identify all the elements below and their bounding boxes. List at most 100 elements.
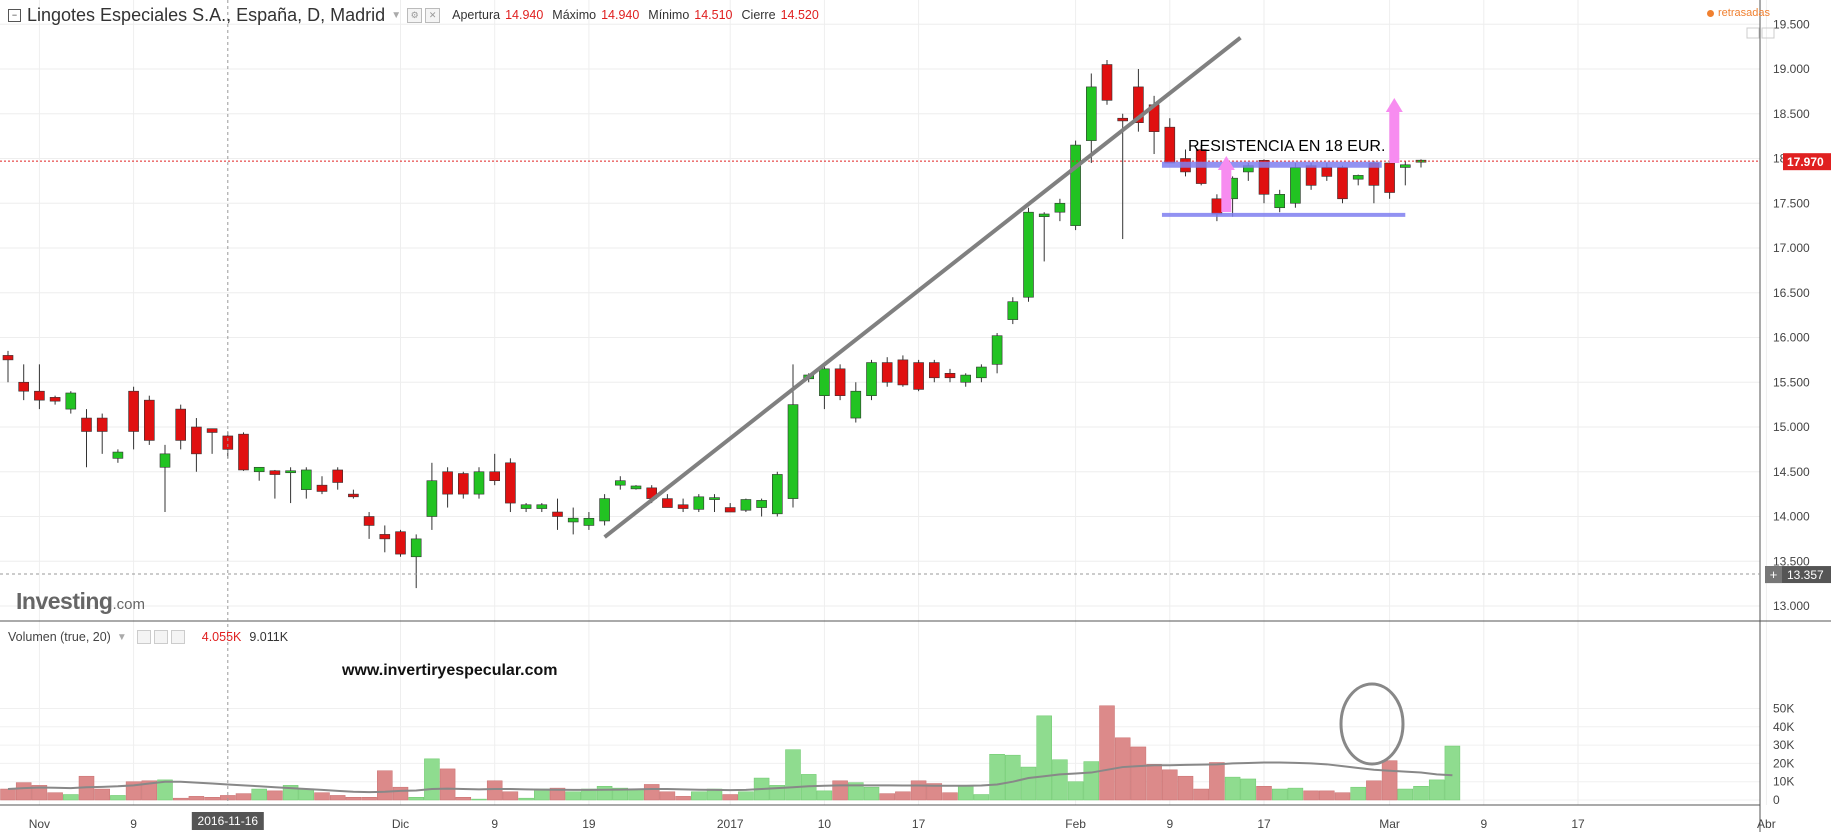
logo-brand: Investing	[16, 588, 113, 614]
candle-body	[300, 469, 312, 490]
chevron-down-icon[interactable]: ▼	[116, 631, 127, 643]
y-tick-label: 17.500	[1773, 196, 1810, 210]
volume-bar	[94, 788, 110, 801]
y-tick-label: 19.000	[1773, 62, 1810, 76]
volume-bar	[204, 797, 220, 801]
candle-body	[2, 355, 14, 361]
trendline	[603, 36, 1242, 539]
volume-bar	[1271, 788, 1288, 801]
y-tick-label: 17.000	[1773, 241, 1810, 255]
volume-bar	[816, 790, 833, 801]
candle-body	[819, 368, 830, 396]
volume-bar	[455, 797, 472, 801]
close-icon[interactable]	[170, 630, 185, 644]
candle-body	[787, 404, 799, 499]
hide-icon[interactable]	[153, 630, 168, 644]
volume-bar	[439, 768, 456, 801]
volume-bar	[486, 780, 503, 801]
y-tick-label: 18.500	[1773, 107, 1810, 121]
candle-body	[1054, 202, 1066, 213]
candle-body	[928, 362, 940, 379]
volume-bar	[1193, 788, 1209, 801]
low-value: 14.510	[694, 8, 733, 22]
candle-body	[112, 451, 124, 459]
volume-bar	[1397, 788, 1414, 801]
y-tick-label: 16.000	[1773, 331, 1810, 345]
chevron-down-icon[interactable]: ▼	[391, 9, 402, 21]
volume-value: 4.055K	[201, 630, 242, 644]
overlays	[0, 0, 1760, 805]
volume-bar	[188, 796, 205, 801]
axis-labels: 13.000 13.500 14.000 14.500 15.000 15.500 16.0…	[29, 17, 1831, 831]
volume-bar	[738, 791, 754, 801]
close-icon[interactable]: ✕	[425, 7, 441, 23]
candle-body	[285, 470, 296, 474]
candle-body	[976, 366, 987, 379]
x-tick-label: Feb	[1065, 817, 1086, 831]
volume-bar	[910, 780, 927, 801]
volume-bar	[1052, 759, 1068, 801]
volume-circle-annotation	[1339, 682, 1405, 766]
volume-ma-value: 9.011K	[249, 630, 289, 644]
plus-icon: +	[1770, 567, 1778, 582]
volume-bar	[345, 797, 362, 801]
low-label: Mínimo	[648, 8, 690, 22]
fullscreen-icon[interactable]	[1746, 26, 1776, 40]
candle-body	[222, 435, 234, 450]
candle-body	[1133, 86, 1144, 124]
x-tick-label: 17	[912, 817, 926, 831]
investing-logo: Investing.com	[16, 588, 145, 615]
volume-bar	[957, 786, 974, 801]
x-tick-label: 9	[1480, 817, 1487, 831]
candle-body	[520, 504, 532, 509]
candle-body	[1384, 162, 1395, 193]
volume-bar	[1240, 778, 1257, 801]
volume-bar	[15, 782, 32, 801]
y-tick-label: 16.500	[1773, 286, 1810, 300]
candle-body	[348, 493, 359, 498]
volume-bar	[298, 788, 315, 801]
crosshair-price-label: 13.357	[1787, 568, 1824, 582]
candle-body	[881, 362, 893, 383]
volume-bar	[848, 782, 864, 801]
volume-bar	[675, 796, 691, 801]
y-tick-label: 15.000	[1773, 420, 1810, 434]
volume-bar	[392, 786, 409, 801]
vol-tick-label: 0	[1773, 793, 1780, 807]
volume-bar	[895, 791, 911, 801]
crosshair-date-box	[191, 812, 264, 830]
vol-tick-label: 20K	[1773, 756, 1794, 770]
volume-bar	[1005, 754, 1021, 801]
candle-body	[175, 408, 186, 441]
volume-bar	[659, 791, 676, 801]
volume-bar	[1083, 761, 1100, 801]
volume-label: Volumen (true, 20)	[8, 630, 111, 644]
volume-bar	[251, 788, 267, 801]
volume-bar	[879, 793, 895, 801]
candle-body	[426, 480, 438, 517]
collapse-icon[interactable]: −	[8, 8, 21, 22]
candle-body	[1337, 167, 1348, 200]
candle-body	[614, 480, 626, 486]
candle-body	[1400, 164, 1411, 168]
candle-body	[756, 500, 767, 508]
candle-body	[1164, 126, 1176, 164]
volume-bar	[361, 797, 377, 801]
settings-icon[interactable]	[136, 630, 151, 644]
candle-body	[49, 397, 61, 402]
volume-bar	[973, 794, 990, 801]
candle-body	[96, 417, 108, 432]
delayed-indicator: retrasadas	[1707, 7, 1770, 19]
crosshair-plus-box	[1765, 566, 1782, 584]
settings-icon[interactable]: ⚙	[407, 7, 423, 23]
candle-body	[1290, 167, 1301, 204]
resistance-annotation: RESISTENCIA EN 18 EUR.	[1188, 138, 1386, 155]
x-tick-label: 17	[1571, 817, 1585, 831]
last-price-label: 17.970	[1787, 155, 1824, 169]
open-label: Apertura	[452, 8, 501, 22]
candle-body	[536, 504, 548, 509]
candle-body	[724, 507, 736, 513]
volume-bar	[172, 797, 189, 801]
x-tick-label: 9	[1166, 817, 1173, 831]
